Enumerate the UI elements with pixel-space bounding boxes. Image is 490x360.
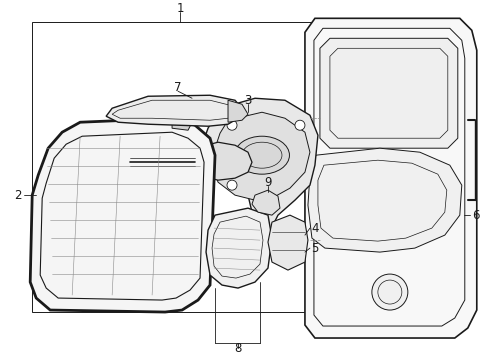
Circle shape (372, 274, 408, 310)
Circle shape (119, 154, 135, 170)
Circle shape (295, 120, 305, 130)
Text: 5: 5 (311, 242, 318, 255)
Circle shape (227, 180, 237, 190)
Text: 1: 1 (176, 2, 184, 15)
Polygon shape (206, 208, 272, 288)
Polygon shape (212, 112, 310, 200)
Text: 7: 7 (174, 81, 182, 94)
Polygon shape (305, 18, 477, 338)
Polygon shape (150, 154, 157, 163)
Ellipse shape (235, 136, 290, 174)
Text: 9: 9 (264, 176, 272, 189)
Polygon shape (30, 118, 215, 312)
Polygon shape (171, 154, 178, 163)
Polygon shape (157, 154, 164, 163)
Text: 4: 4 (311, 222, 318, 235)
Polygon shape (228, 100, 248, 122)
Polygon shape (178, 154, 185, 163)
Polygon shape (106, 95, 242, 126)
Text: 6: 6 (472, 209, 480, 222)
Text: 8: 8 (234, 342, 242, 355)
Polygon shape (320, 38, 458, 148)
Polygon shape (252, 190, 280, 215)
Polygon shape (202, 98, 318, 268)
Circle shape (227, 120, 237, 130)
Text: 3: 3 (245, 94, 252, 107)
Polygon shape (268, 215, 308, 270)
Polygon shape (308, 148, 462, 252)
Polygon shape (185, 154, 192, 163)
Polygon shape (164, 154, 171, 163)
Polygon shape (172, 115, 192, 130)
Text: 2: 2 (15, 189, 22, 202)
Polygon shape (190, 142, 252, 180)
